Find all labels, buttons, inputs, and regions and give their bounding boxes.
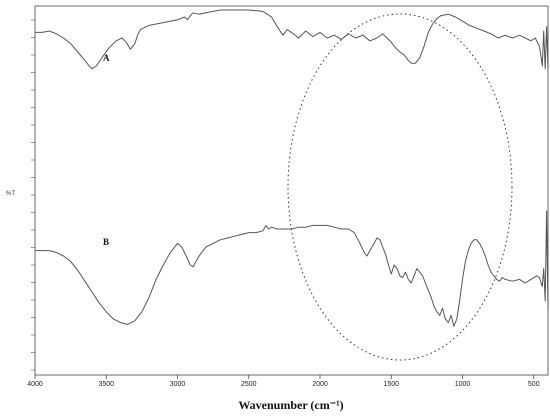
x-tick-label: 4000	[27, 381, 43, 388]
x-tick-label: 3000	[170, 381, 186, 388]
x-tick-label: 1500	[383, 381, 399, 388]
x-tick-label: 500	[528, 381, 540, 388]
x-tick-label: 2000	[312, 381, 328, 388]
spectrum-a-line	[35, 9, 549, 70]
x-tick-label: 2500	[241, 381, 257, 388]
series-layer	[35, 9, 549, 327]
spectrum-b-line	[35, 210, 549, 327]
y-axis-label: %T	[6, 191, 15, 197]
series-label-b: B	[103, 237, 109, 247]
series-label-a: A	[103, 53, 110, 63]
x-tick-label: 3500	[98, 381, 114, 388]
x-axis-ticks: 4000 3500 3000 2500 2000 1500 1000 500	[27, 375, 540, 388]
x-tick-label: 1000	[455, 381, 471, 388]
highlight-ellipse	[287, 13, 513, 361]
y-axis-ticks	[31, 19, 35, 371]
plot-frame	[34, 5, 549, 376]
x-axis-title: Wavenumber (cm⁻¹)	[238, 398, 343, 412]
